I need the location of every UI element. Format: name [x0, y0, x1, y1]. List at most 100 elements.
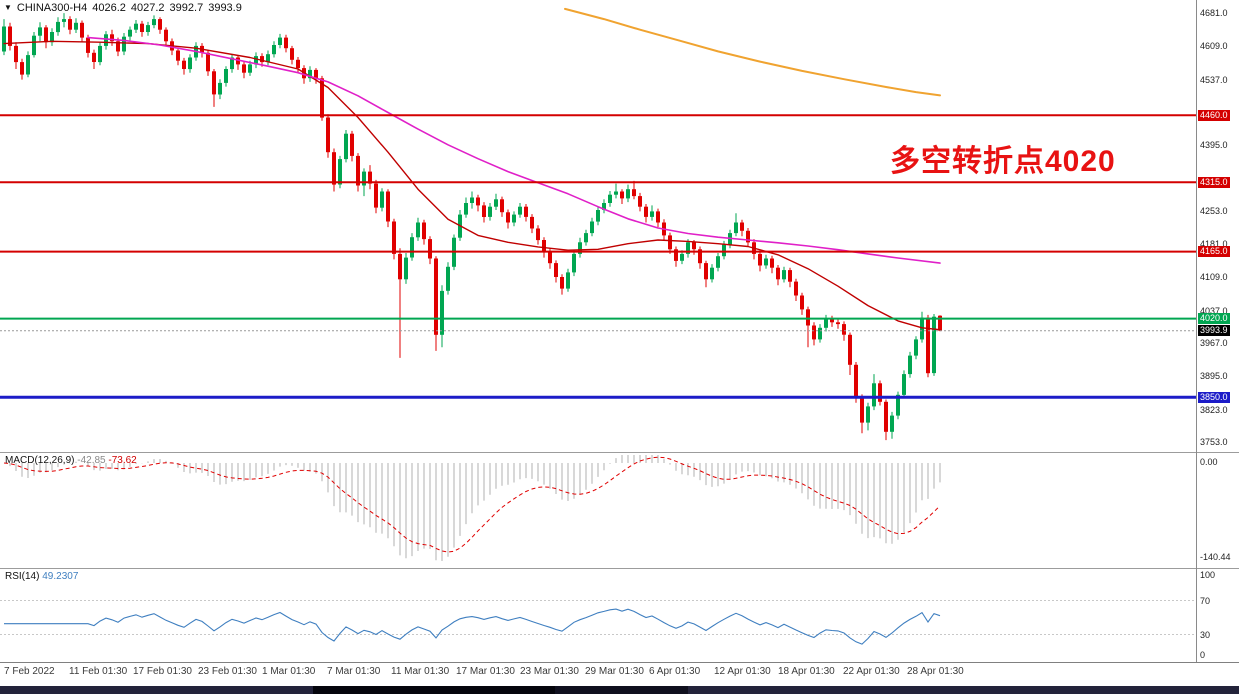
candle	[56, 21, 60, 33]
candle	[758, 253, 762, 266]
time-axis-label: 12 Apr 01:30	[714, 666, 771, 677]
macd-panel[interactable]	[0, 453, 1196, 568]
candle	[338, 159, 342, 185]
time-axis-label: 7 Mar 01:30	[327, 666, 381, 677]
taskbar[interactable]	[0, 686, 1239, 694]
candle	[764, 258, 768, 266]
time-axis-label: 28 Apr 01:30	[907, 666, 964, 677]
candle	[572, 253, 576, 273]
macd-title: MACD(12,26,9)	[5, 455, 75, 466]
candle	[698, 249, 702, 264]
candle	[500, 199, 504, 213]
candle	[872, 383, 876, 407]
candle	[770, 258, 774, 268]
candle	[254, 56, 258, 65]
candle	[392, 221, 396, 254]
candle	[86, 37, 90, 53]
candle	[602, 203, 606, 210]
time-axis-label: 22 Apr 01:30	[843, 666, 900, 677]
candle	[530, 216, 534, 229]
main-chart-panel[interactable]	[0, 0, 1196, 452]
candle	[578, 242, 582, 254]
candle	[74, 22, 78, 30]
separator-time-axis	[0, 662, 1239, 663]
candle	[788, 270, 792, 282]
time-axis-label: 7 Feb 2022	[4, 666, 55, 677]
candle	[356, 155, 360, 186]
time-axis-label: 17 Mar 01:30	[456, 666, 515, 677]
candle	[176, 50, 180, 61]
taskbar-segment[interactable]	[313, 686, 555, 694]
candle	[866, 406, 870, 423]
candle	[608, 194, 612, 203]
taskbar-segment[interactable]	[688, 686, 1239, 694]
candle	[518, 206, 522, 215]
candle	[860, 397, 864, 423]
candle	[296, 59, 300, 69]
candle	[362, 171, 366, 186]
symbol-dropdown-icon[interactable]: ▼	[4, 3, 12, 12]
price-axis-label: 4537.0	[1200, 75, 1228, 85]
rsi-panel[interactable]	[0, 569, 1196, 662]
candle	[536, 228, 540, 241]
candle	[902, 374, 906, 395]
candle	[8, 26, 12, 46]
ohlc-high: 4027.2	[130, 2, 165, 14]
candle	[674, 249, 678, 261]
candle	[290, 48, 294, 60]
price-axis-label: 3967.0	[1200, 338, 1228, 348]
candle	[68, 19, 72, 30]
candle	[272, 45, 276, 55]
candle	[428, 239, 432, 259]
time-axis-label: 23 Mar 01:30	[520, 666, 579, 677]
candle	[632, 189, 636, 197]
candle	[404, 257, 408, 280]
candle	[398, 253, 402, 280]
candle	[932, 316, 936, 374]
candle	[512, 214, 516, 223]
candle	[386, 191, 390, 222]
price-axis-label: 4181.0	[1200, 239, 1228, 249]
candle	[470, 197, 474, 203]
candle	[422, 222, 426, 240]
time-axis-label: 11 Feb 01:30	[69, 666, 128, 677]
taskbar-segment[interactable]	[555, 686, 688, 694]
taskbar-segment[interactable]	[0, 686, 313, 694]
separator-main-macd[interactable]	[0, 452, 1239, 453]
candle	[80, 22, 84, 38]
candle	[584, 233, 588, 243]
time-axis-label: 17 Feb 01:30	[133, 666, 192, 677]
candle	[440, 290, 444, 335]
candle	[926, 317, 930, 374]
candle	[812, 325, 816, 340]
candle	[416, 222, 420, 238]
macd-axis-label: -140.44	[1200, 552, 1231, 562]
candle	[776, 267, 780, 280]
candle	[644, 206, 648, 217]
candle	[260, 56, 264, 63]
candle	[332, 152, 336, 185]
candle	[716, 256, 720, 268]
rsi-title: RSI(14)	[5, 571, 40, 582]
candle	[434, 258, 438, 335]
price-axis-label: 4109.0	[1200, 272, 1228, 282]
candle	[596, 210, 600, 222]
rsi-value: 49.2307	[42, 571, 79, 582]
candle	[686, 242, 690, 254]
candle	[704, 263, 708, 280]
price-axis-label: 3895.0	[1200, 371, 1228, 381]
candle	[914, 339, 918, 356]
candle	[650, 211, 654, 217]
candle	[224, 69, 228, 83]
candle	[740, 222, 744, 231]
candle	[830, 318, 834, 323]
candle	[164, 29, 168, 42]
candle	[542, 240, 546, 252]
separator-macd-rsi[interactable]	[0, 568, 1239, 569]
price-axis-label: 4253.0	[1200, 206, 1228, 216]
candle	[206, 52, 210, 72]
candle	[32, 35, 36, 56]
candle	[380, 191, 384, 208]
macd-main-value: -42.85	[77, 455, 106, 466]
rsi-axis-label: 30	[1200, 630, 1211, 640]
